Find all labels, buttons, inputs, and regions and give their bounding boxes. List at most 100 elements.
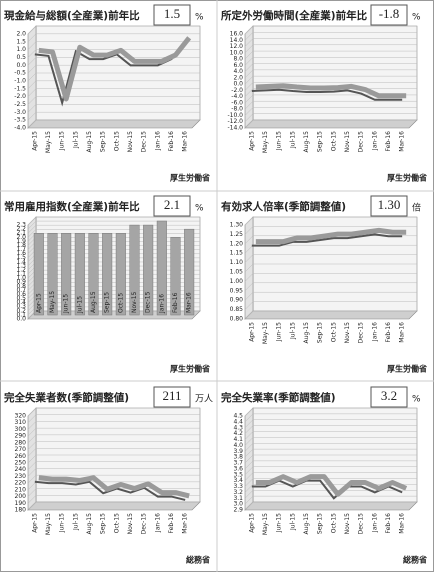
y-tick-label: 230 [15, 473, 27, 480]
x-tick-label: Jul-15 [289, 131, 296, 149]
y-tick-label: 0.90 [230, 297, 244, 304]
y-tick-label: 3.4 [233, 477, 243, 484]
x-tick-label: Jan-16 [154, 131, 161, 151]
line [38, 36, 192, 102]
y-tick-label: 0.5 [16, 295, 26, 302]
panel-title: 有効求人倍率(季節調整値) [221, 200, 346, 213]
grid-line [244, 25, 417, 35]
y-tick-label: 3.3 [233, 483, 243, 490]
grid-line [27, 461, 200, 470]
headline-unit: % [412, 13, 421, 23]
y-tick-label: 2.0 [16, 234, 26, 241]
x-tick-label: Apr-15 [35, 293, 42, 313]
grid-line [27, 468, 200, 477]
bar [47, 233, 58, 316]
y-tick-label: 1.00 [230, 278, 244, 285]
bar [143, 224, 154, 316]
y-tick-label: 1.8 [16, 242, 26, 249]
x-tick-label: Jun-15 [276, 513, 283, 533]
x-tick-label: Jan-16 [154, 513, 161, 533]
grid-line [244, 472, 417, 481]
grid-line [244, 437, 417, 446]
bar [170, 237, 181, 316]
x-tick-label: Nov-15 [131, 291, 138, 313]
y-tick-label: 3.5 [233, 471, 243, 478]
y-tick-label: 210 [15, 486, 27, 493]
x-tick-label: Mar-16 [186, 292, 193, 313]
y-tick-label: 3.7 [233, 460, 243, 467]
y-tick-label: 0.9 [16, 279, 26, 286]
grid-line [244, 119, 417, 129]
grid-line [244, 495, 417, 505]
x-tick-label: May-15 [262, 131, 269, 153]
y-tick-label: 0.5 [16, 54, 26, 61]
panel-title: 常用雇用指数(全産業)前年比 [4, 200, 140, 213]
x-tick-label: Jul-15 [289, 513, 296, 531]
x-tick-label: Aug-15 [303, 322, 310, 344]
y-tick-label: 3.0 [233, 501, 243, 508]
y-tick-label: 14.0 [230, 37, 244, 44]
x-tick-label: Feb-16 [168, 131, 175, 152]
y-tick-label: 1.0 [16, 46, 26, 53]
y-tick-label: -1.0 [14, 78, 26, 85]
headline-box [370, 4, 408, 26]
line [255, 83, 407, 99]
grid-line [244, 282, 417, 291]
grid-line [244, 419, 417, 428]
x-tick-label: Jul-15 [72, 131, 79, 149]
y-tick-label: -12.0 [227, 118, 243, 125]
plot-floor [27, 119, 201, 129]
y-tick-label: 300 [15, 426, 27, 433]
headline-box [370, 195, 408, 217]
headline-value: 211 [162, 388, 181, 403]
source: 総務省 [186, 555, 210, 565]
y-tick-label: 3.9 [233, 448, 243, 455]
y-tick-label: -4.0 [231, 93, 243, 100]
headline-value: 2.1 [164, 197, 180, 212]
grid-line [27, 407, 200, 417]
y-tick-label: 0.80 [230, 316, 244, 323]
x-tick-label: Feb-16 [172, 292, 179, 313]
y-tick-label: -2.5 [14, 101, 26, 108]
bar [61, 233, 72, 316]
source: 厚生労働省 [387, 173, 427, 183]
y-tick-label: 320 [15, 413, 27, 420]
y-tick-label: 1.30 [230, 222, 244, 229]
headline-value: 1.30 [378, 197, 401, 212]
x-tick-label: Oct-15 [330, 322, 337, 342]
plot-floor [244, 119, 418, 129]
x-tick-label: Jul-15 [76, 296, 83, 314]
x-tick-label: Mar-16 [399, 513, 406, 534]
x-tick-label: Mar-16 [399, 131, 406, 152]
grid-line [244, 69, 417, 79]
grid-line [27, 33, 200, 43]
y-tick-label: 0.0 [16, 316, 26, 323]
y-tick-label: 1.20 [230, 240, 244, 247]
y-tick-label: 3.1 [233, 495, 243, 502]
y-tick-label: 280 [15, 439, 27, 446]
x-tick-label: Aug-15 [86, 131, 93, 153]
x-tick-label: Nov-15 [344, 131, 351, 153]
grid-line [27, 501, 200, 511]
grid-line [27, 441, 200, 450]
y-tick-label: 1.9 [16, 238, 26, 245]
x-tick-label: Aug-15 [303, 513, 310, 535]
y-tick-label: -2.0 [14, 93, 26, 100]
bar [115, 233, 126, 316]
x-tick-label: Oct-15 [330, 513, 337, 533]
grid-line [244, 32, 417, 41]
x-tick-label: Sep-15 [317, 322, 324, 343]
x-tick-label: Sep-15 [317, 131, 324, 152]
y-tick-label: 1.15 [230, 250, 244, 257]
grid-line [244, 63, 417, 72]
source: 厚生労働省 [387, 364, 427, 374]
y-tick-label: 4.3 [233, 424, 243, 431]
headline-unit: % [412, 395, 421, 405]
x-tick-label: Oct-15 [113, 131, 120, 151]
y-tick-label: 4.1 [233, 436, 243, 443]
y-tick-label: 8.0 [233, 56, 243, 63]
grid-line [27, 25, 200, 35]
panel-title: 完全失業者数(季節調整値) [4, 391, 129, 404]
y-tick-label: -3.0 [14, 109, 26, 116]
